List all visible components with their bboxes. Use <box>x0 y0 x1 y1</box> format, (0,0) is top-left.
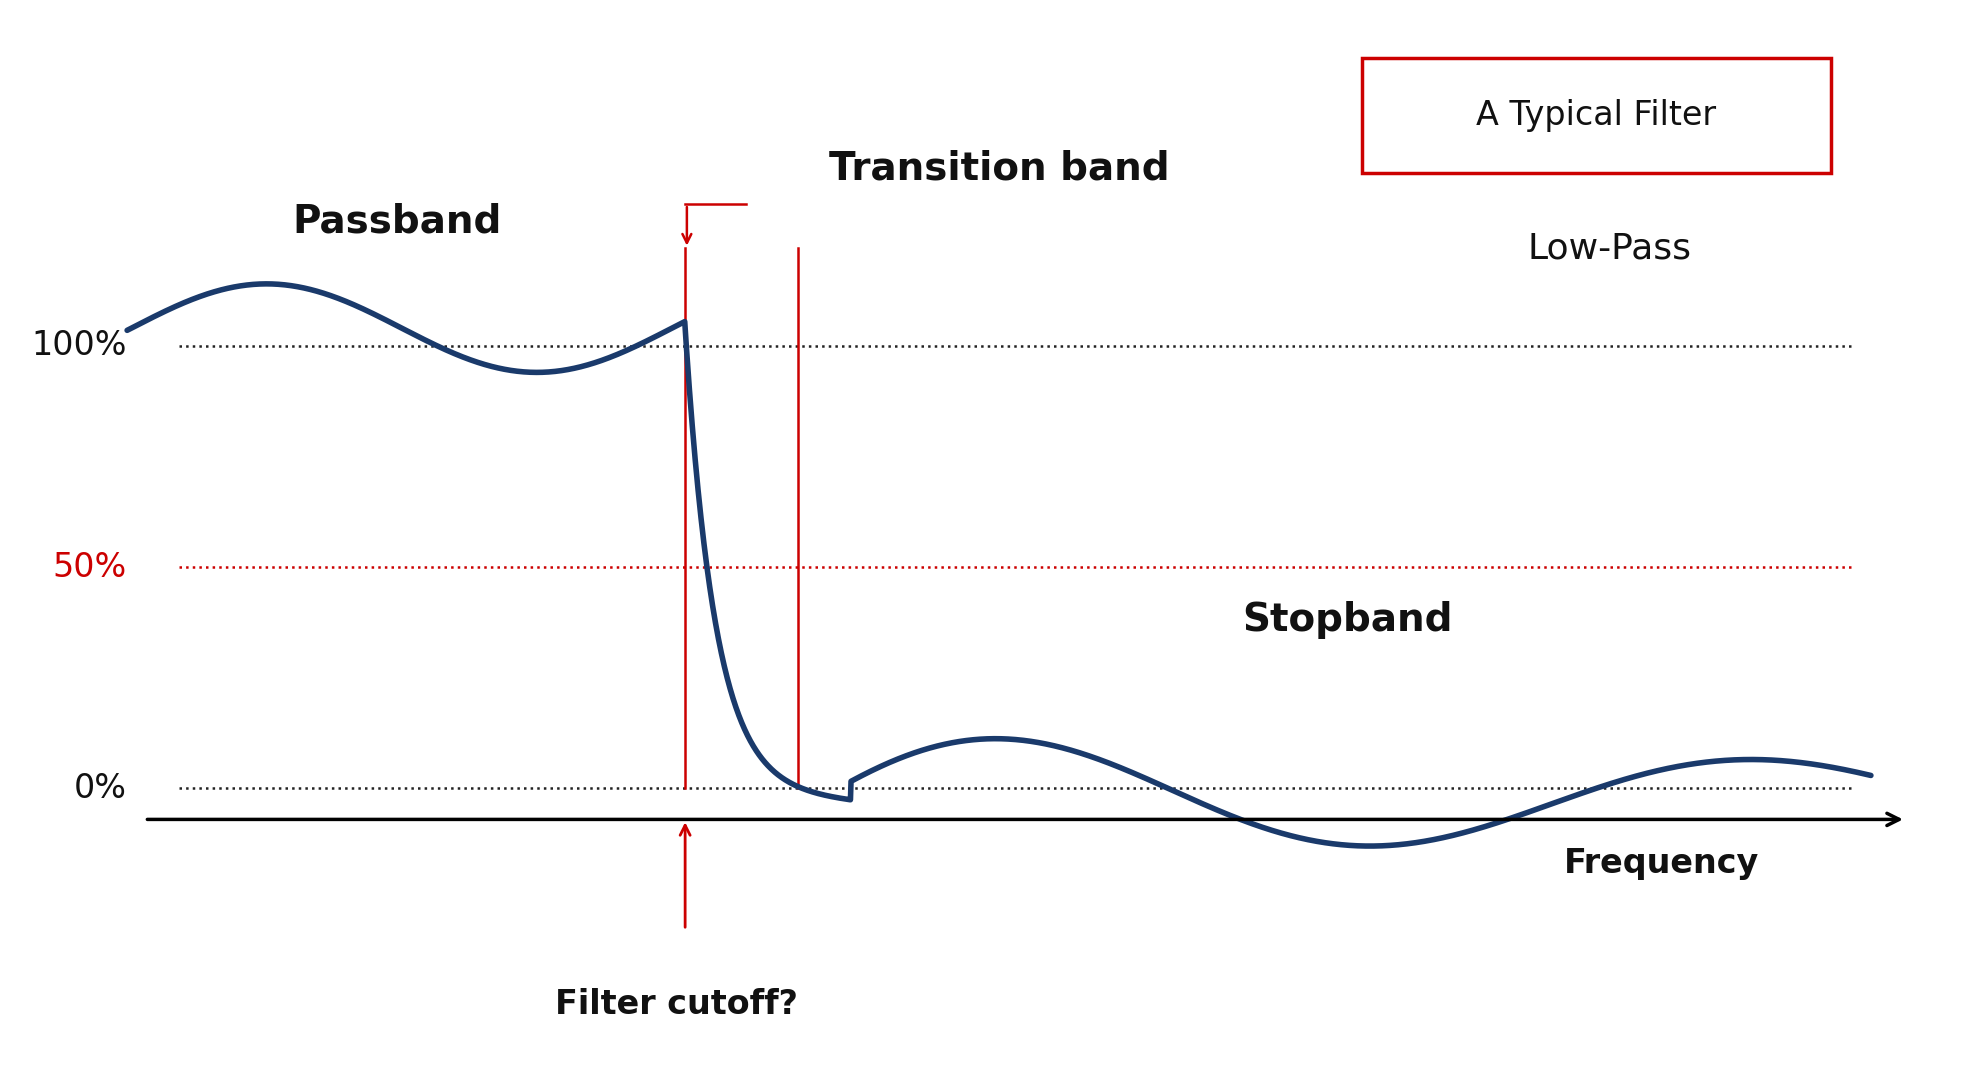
Text: A Typical Filter: A Typical Filter <box>1477 99 1716 132</box>
Text: 50%: 50% <box>53 550 126 583</box>
Text: Filter cutoff?: Filter cutoff? <box>554 988 799 1020</box>
Text: Frequency: Frequency <box>1564 847 1759 880</box>
Text: 100%: 100% <box>32 329 126 362</box>
Text: Low-Pass: Low-Pass <box>1528 231 1692 266</box>
Text: Stopband: Stopband <box>1242 602 1453 639</box>
Text: 0%: 0% <box>75 772 126 804</box>
Text: Passband: Passband <box>292 203 503 241</box>
Text: Transition band: Transition band <box>828 149 1169 187</box>
FancyBboxPatch shape <box>1363 58 1830 173</box>
